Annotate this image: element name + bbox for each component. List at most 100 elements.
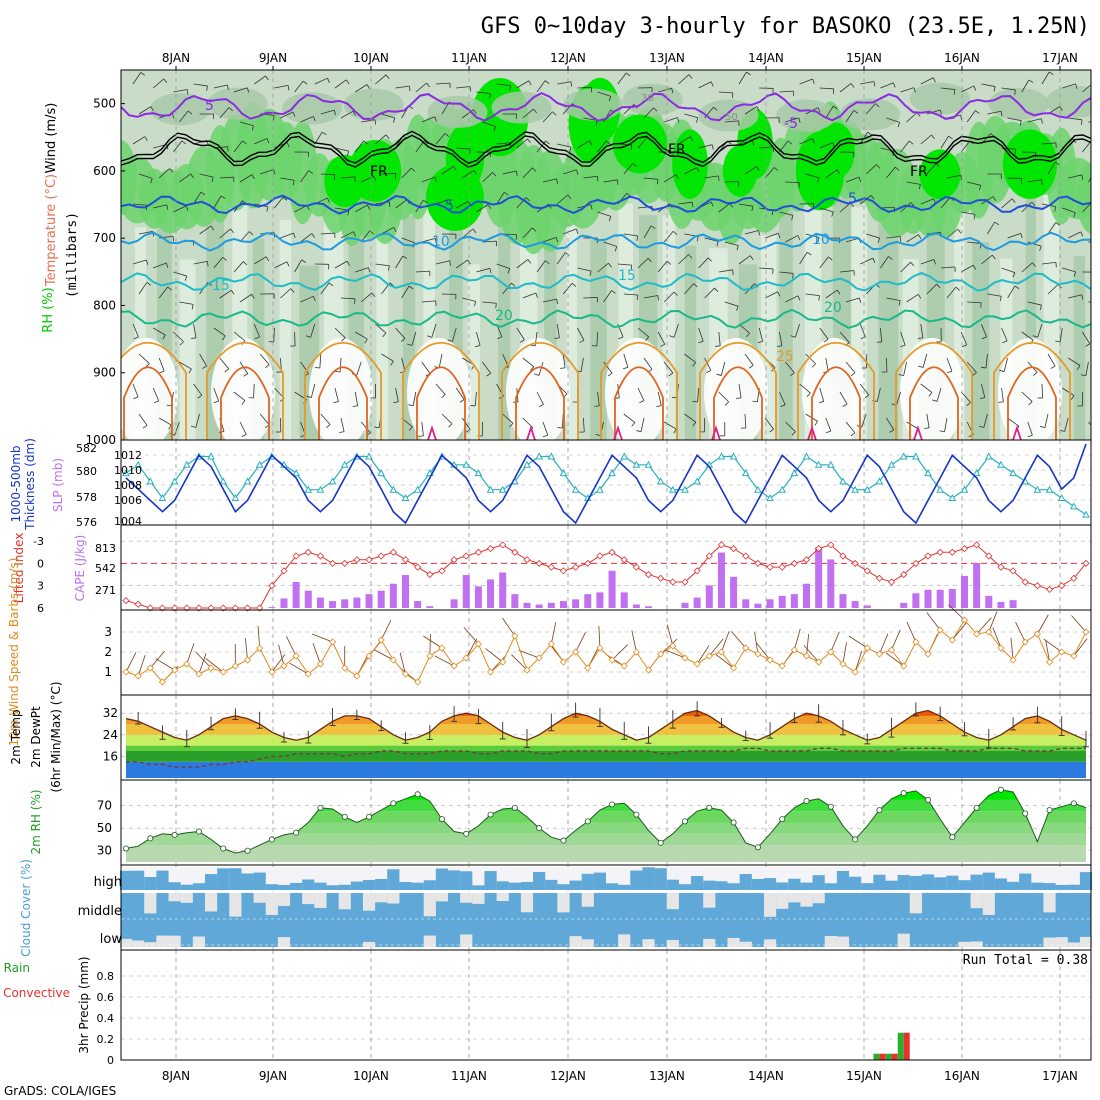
wind-barb (718, 269, 733, 273)
wind-barb-flag (273, 115, 275, 121)
slp-marker (571, 485, 580, 493)
wind-barb (522, 292, 537, 299)
wind-barb-flag (475, 345, 481, 348)
temp-band (126, 761, 1086, 778)
wind-barb-flag (222, 256, 227, 261)
wind10m-marker (924, 650, 932, 658)
wind-barb-flag (716, 241, 719, 247)
slp-marker (158, 494, 167, 502)
wind-barb (839, 331, 850, 343)
wind-barb (1062, 83, 1076, 89)
wind-barb (273, 327, 275, 343)
wind-barb (1021, 201, 1032, 213)
cape-bar (754, 603, 762, 608)
wind10m-marker (778, 662, 786, 670)
cloud-low-gap (144, 942, 157, 947)
wind-barb (435, 82, 450, 85)
slp-marker (182, 460, 191, 468)
cloud-mid-gap (496, 893, 509, 902)
wind10m-barb (830, 631, 840, 653)
warm-contour (713, 366, 763, 440)
wind-barb (193, 383, 203, 396)
wind-barb (138, 230, 153, 235)
wind-barb-flag (423, 199, 428, 204)
cloud-mid-gap (375, 893, 388, 903)
wind-barb-flag (424, 140, 429, 145)
cloud-mid-gap (800, 893, 813, 907)
wind-barb (967, 241, 982, 244)
wind-barb (138, 282, 148, 295)
rh-marker (803, 798, 810, 805)
wind10m-marker (730, 664, 738, 672)
wind-barb-flag (608, 96, 612, 102)
wind10m-barb (311, 633, 333, 643)
wind10m-marker (474, 640, 482, 648)
wind-barb (678, 136, 691, 145)
wind-barb-flag (696, 117, 699, 123)
wind10m-barb (518, 649, 540, 659)
wind-barb (920, 383, 933, 393)
wind-barb (825, 105, 834, 119)
li-marker (438, 567, 446, 575)
wind10m-marker (620, 662, 628, 670)
wind-barb (354, 331, 368, 340)
precip-total-bar (885, 1053, 892, 1060)
wind-barb (482, 240, 497, 243)
wind-barb-flag (732, 269, 734, 275)
cloud-high-bar (861, 883, 874, 890)
wind-barb-flag (346, 260, 350, 266)
wind-barb-flag (388, 265, 390, 271)
wind-barb (1007, 233, 1021, 239)
cape-bar (389, 583, 397, 608)
wind-barb-flag (333, 110, 336, 116)
day-label-bottom: 8JAN (162, 1069, 190, 1083)
wind-barb-flag (981, 366, 987, 369)
cape-bar (499, 572, 507, 608)
wind-barb (516, 259, 529, 269)
cloud-low-gap (727, 937, 740, 947)
wind-barb (744, 230, 759, 235)
warm-contour (402, 342, 480, 440)
temp-ylabel-3: (6hr Min/Max) (°C) (49, 681, 63, 792)
wind-barb (456, 200, 469, 209)
wind-barb-flag (955, 286, 960, 291)
cloud-high-bar (399, 881, 412, 890)
wind-barb (764, 167, 775, 179)
wind-barb-flag (673, 291, 678, 296)
slp-ylabel-2: Thickness (dm) (23, 438, 37, 531)
wind-barb (435, 383, 446, 395)
wind10m-marker (134, 672, 142, 680)
li-marker (620, 556, 628, 564)
wind-barb (583, 417, 585, 432)
wind-barb (920, 77, 934, 85)
rh-tick: 50 (97, 821, 112, 835)
wind-tick: 2 (104, 645, 112, 659)
cloud-high-bar (593, 872, 607, 890)
li-marker (377, 552, 385, 560)
wind-barb-flag (910, 202, 915, 207)
rh-marker (633, 811, 640, 818)
contour-label: 10 (812, 232, 830, 248)
wind-barb-flag (1076, 365, 1081, 370)
wind-barb (482, 301, 497, 304)
rh-band (126, 811, 1086, 823)
wind10m-marker (632, 648, 640, 656)
wind10m-barb (696, 645, 710, 665)
cloud-high-bar (800, 882, 813, 890)
wind-barb-flag (992, 196, 997, 202)
cloud-high-bar (970, 874, 983, 890)
cloud-high-bar (144, 877, 157, 890)
wind10m-marker (426, 652, 434, 660)
wind-barb (158, 357, 165, 372)
cape-bar (474, 586, 482, 608)
rh-marker (341, 813, 348, 820)
slp-marker (231, 494, 240, 502)
wind10m-barb (948, 604, 965, 621)
wind-barb (1047, 284, 1059, 295)
wind-barb-flag (254, 336, 260, 340)
wind-barb (381, 113, 395, 119)
wind10m-marker (997, 644, 1005, 652)
wind-barb (542, 111, 553, 123)
wind-barb (643, 225, 652, 239)
wind-barb-flag (527, 138, 531, 144)
